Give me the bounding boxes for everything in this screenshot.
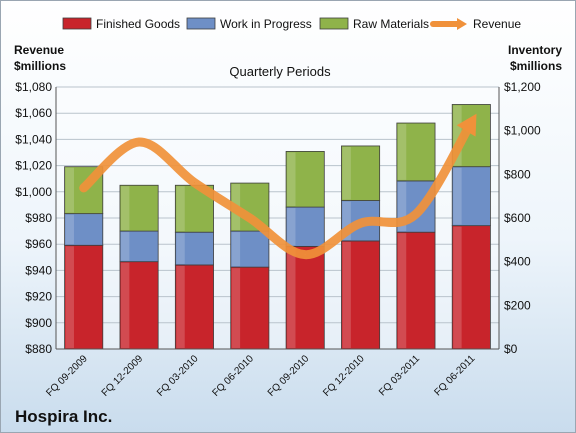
left-tick-label: $920 [25,290,52,304]
left-axis-label-line1: Revenue [14,43,64,57]
bar-raw-materials [285,151,325,208]
revenue-point [470,121,472,123]
left-tick-label: $940 [25,263,52,277]
revenue-point [360,222,362,224]
bar-raw-materials [119,184,159,232]
bar-work-in-progress [119,230,159,263]
bar-highlight [287,247,296,348]
right-tick-label: $400 [504,255,531,269]
left-tick-label: $960 [25,237,52,251]
bar-highlight [231,232,241,267]
left-tick-label: $1,020 [15,159,52,173]
bar-highlight [287,208,296,246]
bar-highlight [342,146,351,200]
bar-highlight [342,201,351,240]
left-tick-label: $880 [25,342,52,356]
bar-raw-materials [451,104,491,168]
bar-highlight [397,181,407,232]
category-label: FQ 06-2011 [432,353,477,398]
legend: Finished Goods Work in Progress Raw Materi… [62,17,521,31]
left-tick-label: $1,000 [15,185,52,199]
bar-raw-materials [396,122,436,182]
right-tick-label: $200 [504,298,531,312]
right-tick-label: $0 [504,342,518,356]
right-tick-label: $800 [504,167,531,181]
revenue-arrow-head [456,113,477,137]
left-tick-label: $1,040 [15,132,52,146]
bar-highlight [120,262,130,348]
revenue-point [304,254,306,256]
revenue-line [79,113,477,260]
right-tick-label: $600 [504,211,531,225]
bar-work-in-progress [451,166,491,227]
right-axis-label-line1: Inventory [508,43,562,57]
legend-swatch-raw-materials [319,17,349,30]
bar-finished-goods [119,261,159,350]
legend-swatch-finished-goods [62,17,92,30]
category-label: FQ 03-2010 [155,353,201,399]
revenue-point [193,182,195,184]
bar-highlight [176,233,185,264]
chart-title: Quarterly Periods [229,64,331,79]
bar-finished-goods [341,240,381,350]
left-tick-label: $1,080 [15,80,52,94]
category-label: FQ 12-2009 [100,353,146,399]
right-tick-label: $1,200 [504,80,541,94]
revenue-point [415,213,417,215]
bar-highlight [176,186,185,232]
category-label: FQ 09-2009 [44,353,90,399]
legend-label: Revenue [473,17,521,31]
left-axis-label-line2: $millions [14,59,66,73]
bar-highlight [120,186,130,231]
category-label: FQ 12-2010 [321,353,367,399]
legend-label: Raw Materials [353,17,429,31]
bar-highlight [453,167,462,225]
legend-label: Finished Goods [96,17,180,31]
bar-raw-materials [341,145,381,201]
bar-highlight [120,232,130,261]
bars [64,104,491,350]
revenue-point [83,187,85,189]
revenue-point [249,217,251,219]
bar-finished-goods [285,245,325,350]
bar-finished-goods [451,225,491,350]
bar-highlight [231,268,241,348]
bar-work-in-progress [64,213,104,246]
bar-highlight [65,246,74,348]
left-tick-label: $900 [25,316,52,330]
category-label: FQ 09-2010 [266,353,312,399]
category-label: FQ 03-2011 [377,353,422,398]
legend-swatch-work-in-progress [186,17,216,30]
revenue-point [138,141,140,143]
bar-work-in-progress [285,206,325,247]
left-tick-label: $1,060 [15,106,52,120]
bar-highlight [342,241,351,348]
right-axis-label-line2: $millions [510,59,562,73]
axes [55,87,500,350]
bar-highlight [397,233,407,348]
legend-arrow-revenue [457,18,467,30]
right-tick-label: $1,000 [504,124,541,138]
bar-highlight [65,167,74,213]
bar-finished-goods [64,244,104,350]
bar-highlight [287,152,296,207]
bar-finished-goods [230,266,270,350]
bar-highlight [176,265,185,348]
left-tick-label: $980 [25,211,52,225]
bar-highlight [453,226,462,348]
company-name: Hospira Inc. [15,407,113,426]
bar-highlight [453,105,462,166]
legend-label: Work in Progress [220,17,312,31]
bar-highlight [65,214,74,245]
category-label: FQ 06-2010 [210,353,256,399]
bar-work-in-progress [174,231,214,266]
bar-highlight [397,124,407,180]
bar-work-in-progress [230,230,270,268]
